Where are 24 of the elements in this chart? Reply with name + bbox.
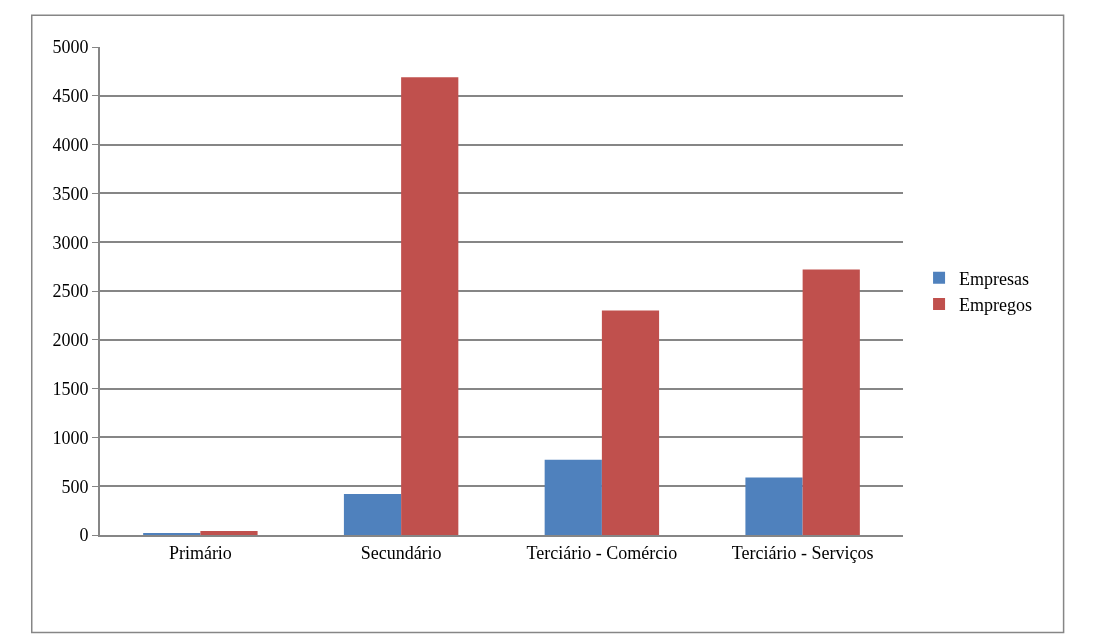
x-tick-label: Primário xyxy=(168,542,232,563)
legend-label: Empregos xyxy=(959,295,1033,316)
y-tick-label: 5000 xyxy=(52,37,89,58)
bar xyxy=(343,494,402,535)
y-tick-label: 2500 xyxy=(52,281,89,302)
bar xyxy=(544,459,602,535)
y-tick-label: 1500 xyxy=(52,378,89,399)
bar xyxy=(200,531,258,535)
x-tick-label: Terciário - Serviços xyxy=(731,542,874,563)
bar xyxy=(802,269,860,535)
x-tick-label: Terciário - Comércio xyxy=(526,542,678,563)
x-tick-label: Secundário xyxy=(360,542,442,563)
legend-label: Empresas xyxy=(959,268,1030,289)
y-tick-label: 4000 xyxy=(52,134,89,155)
y-tick-label: 3500 xyxy=(52,183,89,204)
bar xyxy=(401,77,459,535)
y-tick-label: 0 xyxy=(79,525,89,546)
bar xyxy=(745,477,803,535)
y-tick-label: 3000 xyxy=(52,232,89,253)
y-tick-label: 500 xyxy=(61,476,89,497)
y-tick-label: 2000 xyxy=(52,330,89,351)
y-tick-label: 1000 xyxy=(52,427,89,448)
bar xyxy=(601,310,660,535)
y-tick-label: 4500 xyxy=(52,86,89,107)
